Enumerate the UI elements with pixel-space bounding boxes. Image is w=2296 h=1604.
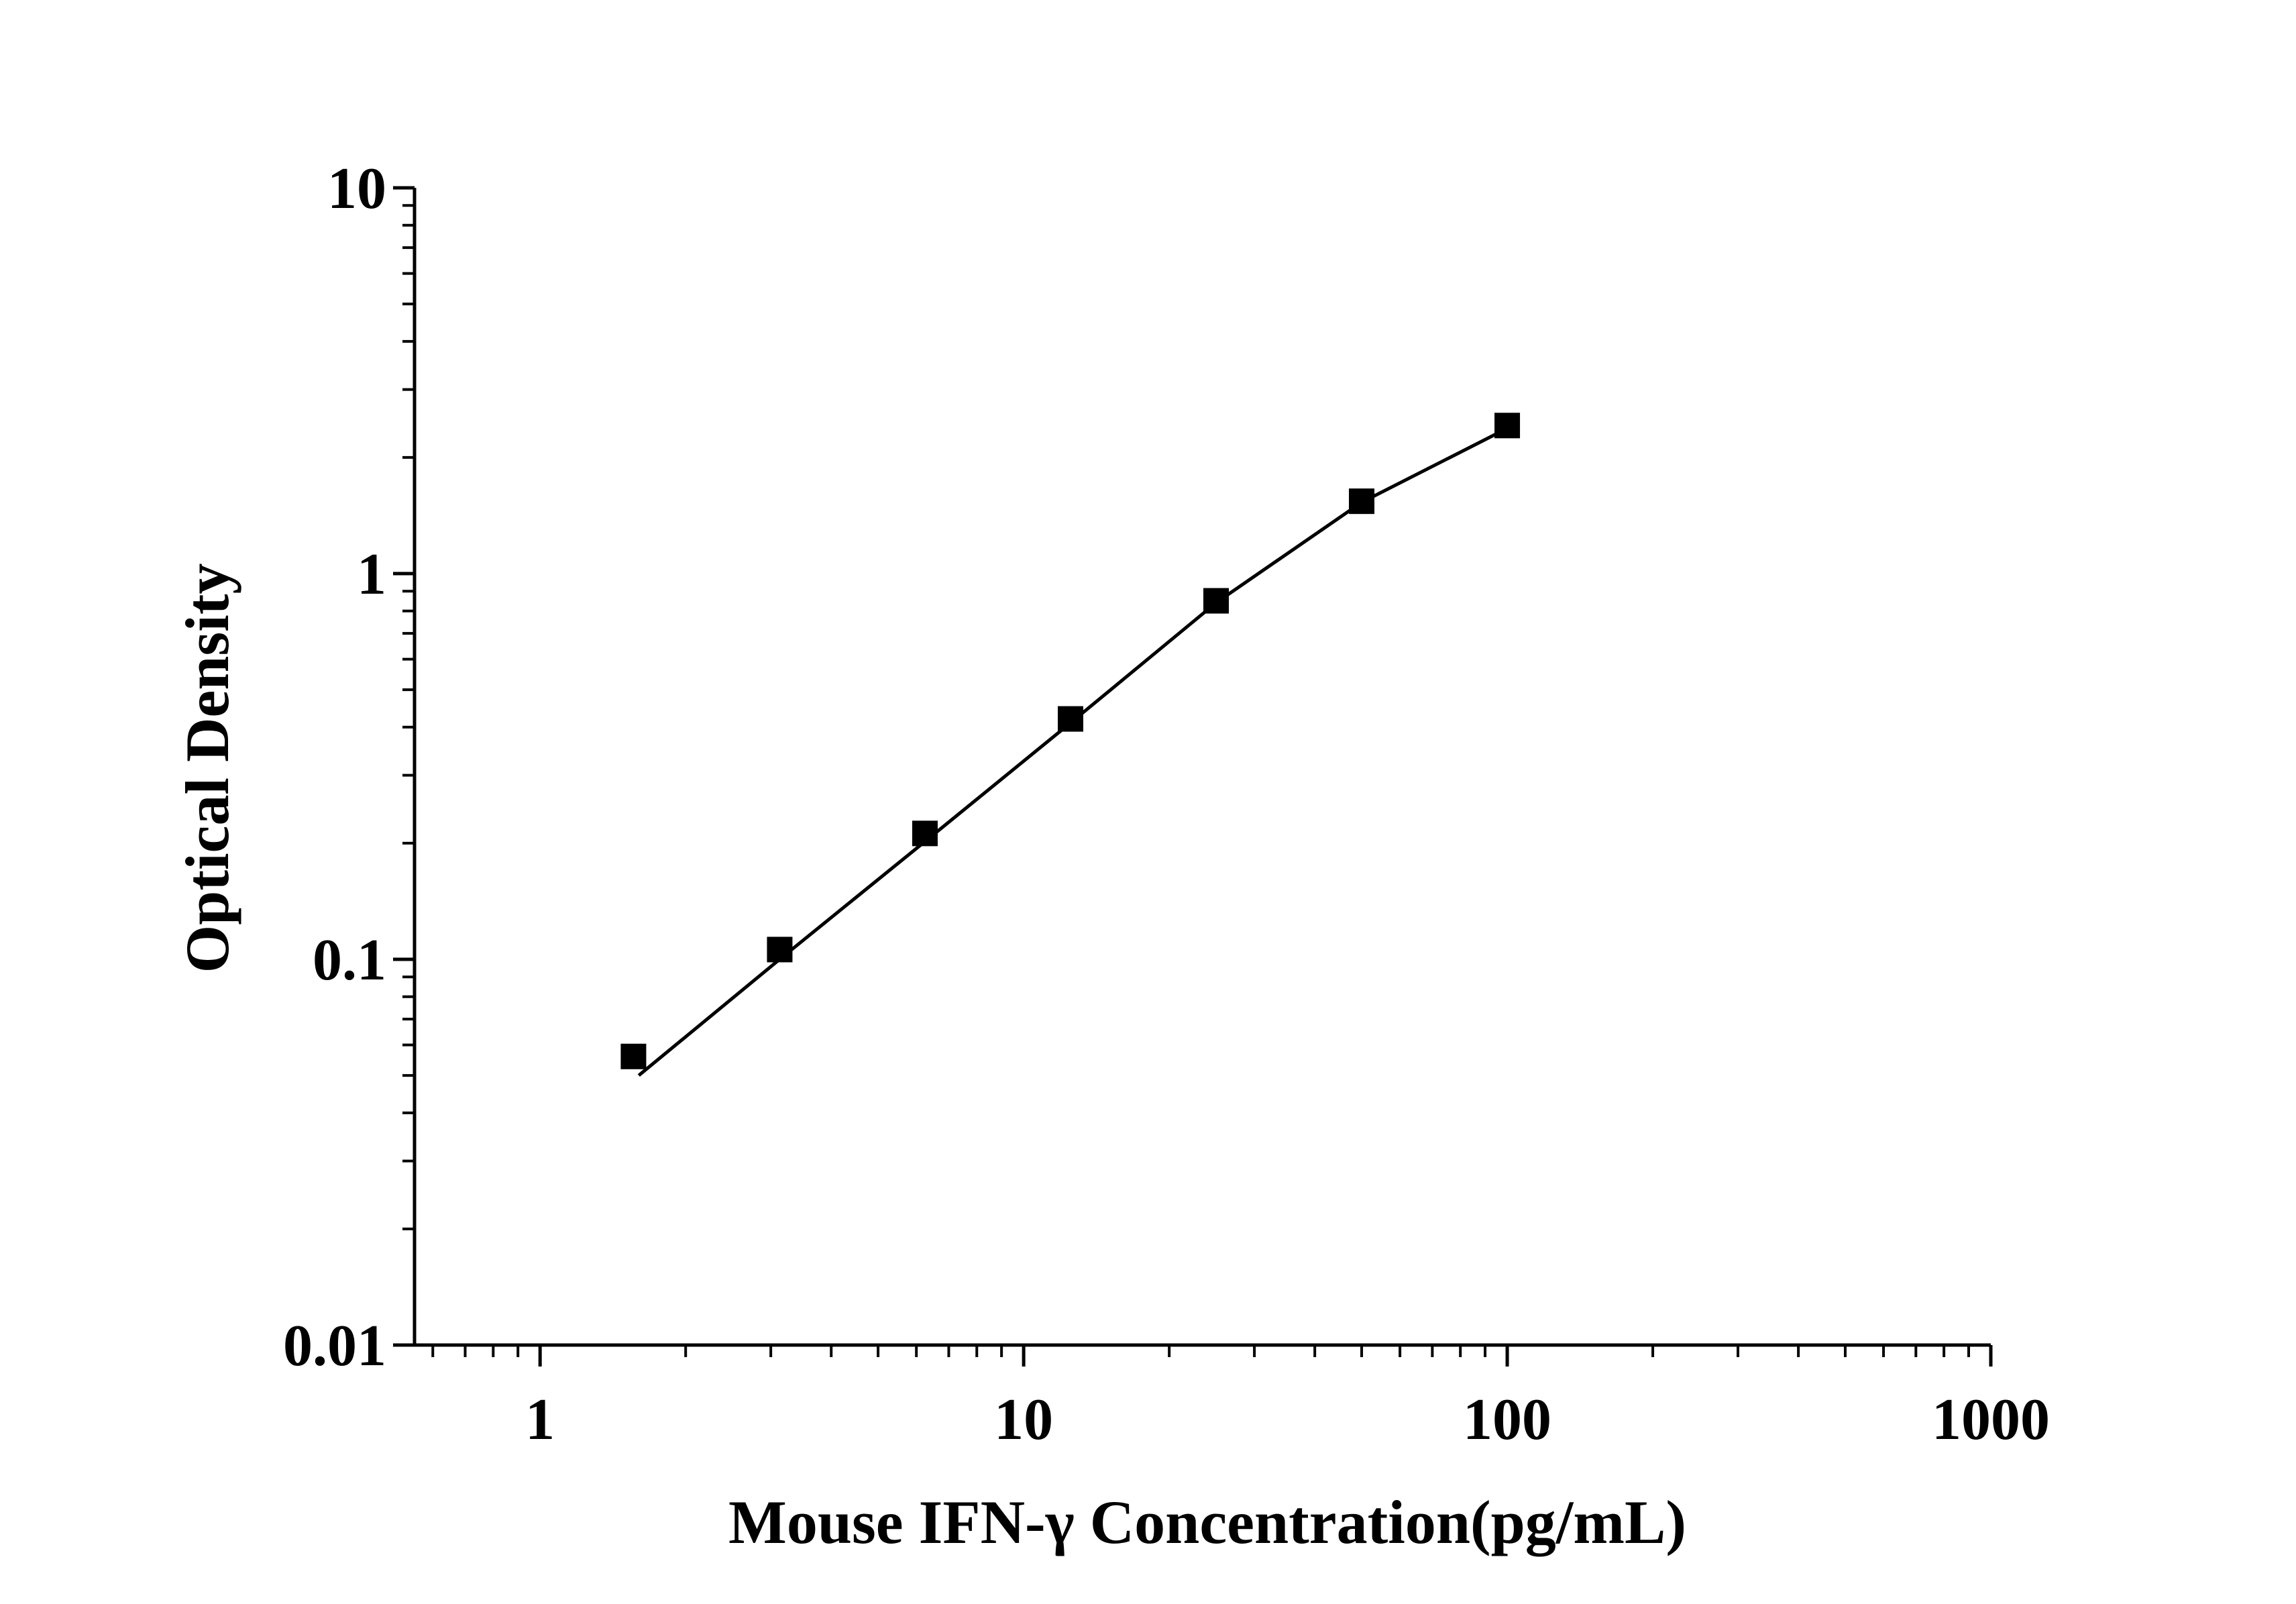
axes (393, 186, 1993, 1367)
y-tick-label: 0.01 (283, 1314, 386, 1379)
data-point (1057, 706, 1083, 732)
x-tick-label: 1000 (1932, 1387, 2050, 1452)
data-point (1349, 488, 1375, 515)
data-point (912, 820, 938, 847)
tick-labels-layer: 0.01 0.1 1 10 1 10 100 1000 (283, 156, 2050, 1452)
data-point (767, 937, 793, 963)
data-points-layer (620, 413, 1521, 1069)
y-axis-title: Optical Density (173, 564, 241, 973)
y-tick-label: 10 (327, 156, 386, 221)
x-tick-label: 1 (525, 1387, 555, 1452)
y-tick-label: 1 (357, 542, 386, 607)
fit-curve-line (637, 427, 1509, 1077)
x-tick-label: 10 (994, 1387, 1053, 1452)
y-tick-label: 0.1 (313, 928, 386, 993)
data-point (1494, 413, 1521, 439)
data-point (1203, 588, 1229, 614)
x-axis-title: Mouse IFN-γ Concentration(pg/mL) (728, 1488, 1686, 1556)
x-tick-label: 100 (1463, 1387, 1551, 1452)
fit-curve-layer (637, 427, 1509, 1077)
data-point (620, 1043, 647, 1069)
